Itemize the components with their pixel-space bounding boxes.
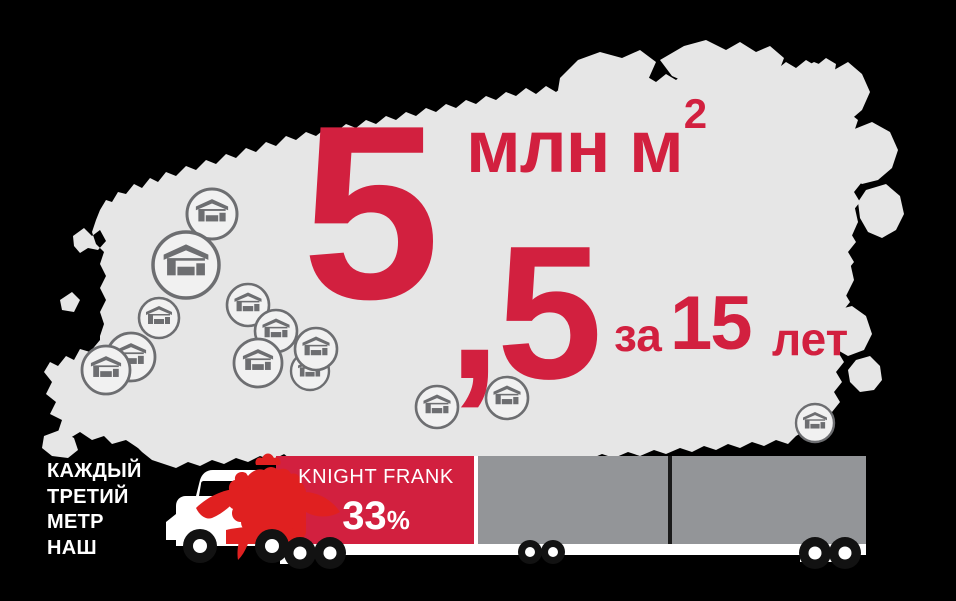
slogan-line-2: ТРЕТИЙ	[47, 485, 129, 508]
marker-m6[interactable]	[225, 282, 271, 328]
wheel-trailer-6	[829, 537, 861, 569]
wheel-trailer-5	[799, 537, 831, 569]
headline-unit: млн м2	[466, 93, 707, 184]
knight-frank-share-value: 33%	[278, 494, 474, 539]
headline-period-unit: лет	[772, 313, 849, 365]
wheel-trailer-1	[284, 537, 316, 569]
headline-unit-text: млн м	[466, 105, 684, 188]
slogan-line-3: МЕТР	[47, 511, 104, 534]
share-number: 33	[342, 494, 387, 538]
marker-m13[interactable]	[794, 402, 836, 444]
marker-m11[interactable]	[414, 384, 460, 430]
wheel-trailer-3	[518, 540, 542, 564]
double-headed-eagle-emblem	[196, 453, 340, 560]
slogan-line-4: НАШ	[47, 536, 97, 559]
wheel-cab-front	[183, 529, 217, 563]
marker-m3[interactable]	[137, 296, 181, 340]
marker-m1[interactable]	[185, 187, 239, 241]
marker-m10[interactable]	[232, 337, 284, 389]
wheel-cab-rear	[255, 529, 289, 563]
marker-m4[interactable]	[80, 344, 132, 396]
trailer-chassis	[270, 542, 866, 564]
marker-m8[interactable]	[293, 326, 339, 372]
knight-frank-brand-label: KNIGHT FRANK	[298, 466, 454, 488]
slogan-block: КАЖДЫЙ ТРЕТИЙ МЕТР НАШ	[47, 459, 142, 561]
panel-other-1	[478, 456, 668, 544]
truck-wheels	[183, 529, 861, 569]
trailer-panels	[276, 456, 866, 544]
headline-unit-superscript: 2	[683, 90, 707, 138]
marker-m12[interactable]	[484, 375, 530, 421]
share-percent-sign: %	[386, 505, 410, 535]
wheel-trailer-2	[314, 537, 346, 569]
headline-period-prefix: за	[614, 309, 662, 361]
panel-other-2	[672, 456, 866, 544]
marker-m2[interactable]	[151, 230, 221, 300]
slogan-line-1: КАЖДЫЙ	[47, 460, 142, 482]
wheel-trailer-4	[541, 540, 565, 564]
headline-period-number: 15	[670, 281, 753, 366]
warehouse-markers	[80, 187, 836, 444]
headline-main-number: 5	[302, 73, 440, 351]
headline-decimal-part: ,5	[448, 207, 602, 419]
panel-divider-2	[668, 456, 672, 544]
panel-divider-1	[474, 456, 478, 544]
